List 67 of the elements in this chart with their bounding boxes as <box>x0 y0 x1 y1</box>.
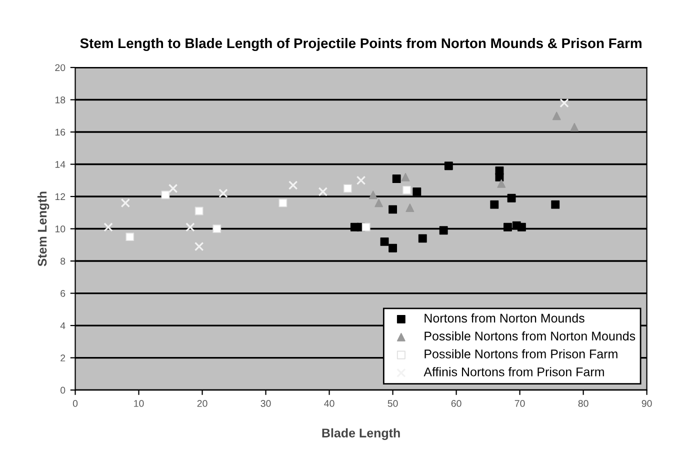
legend-label: Possible Nortons from Norton Mounds <box>424 331 636 341</box>
point <box>168 184 178 194</box>
point <box>418 234 427 243</box>
x-tick-label: 20 <box>197 400 208 407</box>
point <box>126 232 134 242</box>
point <box>288 180 298 190</box>
legend-label: Possible Nortons from Prison Farm <box>424 349 618 358</box>
y-tick-label: 18 <box>55 96 66 104</box>
point <box>318 187 328 196</box>
point <box>212 224 222 233</box>
point <box>507 194 516 202</box>
point <box>392 174 401 183</box>
point <box>401 172 410 182</box>
point <box>552 112 561 120</box>
point <box>161 190 170 200</box>
point <box>560 98 569 108</box>
x-tick-label: 90 <box>642 400 652 407</box>
x-tick-label: 60 <box>451 400 462 407</box>
point <box>104 222 113 232</box>
x-tick-label: 70 <box>514 400 525 407</box>
point <box>380 237 389 246</box>
point <box>362 222 370 232</box>
x-tick-label: 50 <box>388 400 398 407</box>
point <box>278 198 288 208</box>
point <box>570 122 579 132</box>
x-tick-label: 40 <box>324 400 334 407</box>
y-tick-label: 8 <box>60 258 66 265</box>
y-tick-label: 16 <box>55 128 66 136</box>
y-axis-title: Stem Length <box>37 192 50 266</box>
point <box>388 205 398 214</box>
y-tick-label: 12 <box>55 193 66 200</box>
point <box>186 222 195 232</box>
x-tick-label: 10 <box>134 400 144 407</box>
y-tick-label: 6 <box>60 290 66 297</box>
y-tick-label: 10 <box>55 226 66 232</box>
point <box>218 188 228 198</box>
point <box>356 176 366 186</box>
y-tick-label: 14 <box>55 161 66 168</box>
chart-title: Stem Length to Blade Length of Projectile Points from Norton Mounds & Prison Farm <box>80 38 642 51</box>
point <box>368 190 378 200</box>
y-tick-label: 20 <box>55 64 66 72</box>
point <box>194 242 204 252</box>
y-tick-label: 0 <box>60 386 66 394</box>
point <box>444 162 453 170</box>
x-tick-label: 0 <box>72 400 78 407</box>
x-tick-label: 80 <box>578 400 588 407</box>
point <box>194 206 204 216</box>
point <box>504 222 512 232</box>
point <box>343 184 352 193</box>
point <box>439 226 448 235</box>
point <box>551 200 560 209</box>
point <box>497 179 506 188</box>
point <box>517 222 526 232</box>
y-tick-label: 2 <box>60 354 66 362</box>
point <box>388 244 398 252</box>
point <box>374 198 384 208</box>
point <box>412 187 422 196</box>
point <box>120 198 130 208</box>
legend-label: Affinis Nortons from Prison Farm <box>424 367 604 376</box>
point <box>495 172 504 182</box>
point <box>490 200 499 209</box>
legend-label: Nortons from Norton Mounds <box>424 313 584 323</box>
x-axis-title: Blade Length <box>322 428 400 440</box>
point <box>406 204 414 212</box>
point <box>402 186 411 194</box>
x-tick-label: 30 <box>260 400 271 407</box>
y-tick-label: 4 <box>60 322 66 330</box>
